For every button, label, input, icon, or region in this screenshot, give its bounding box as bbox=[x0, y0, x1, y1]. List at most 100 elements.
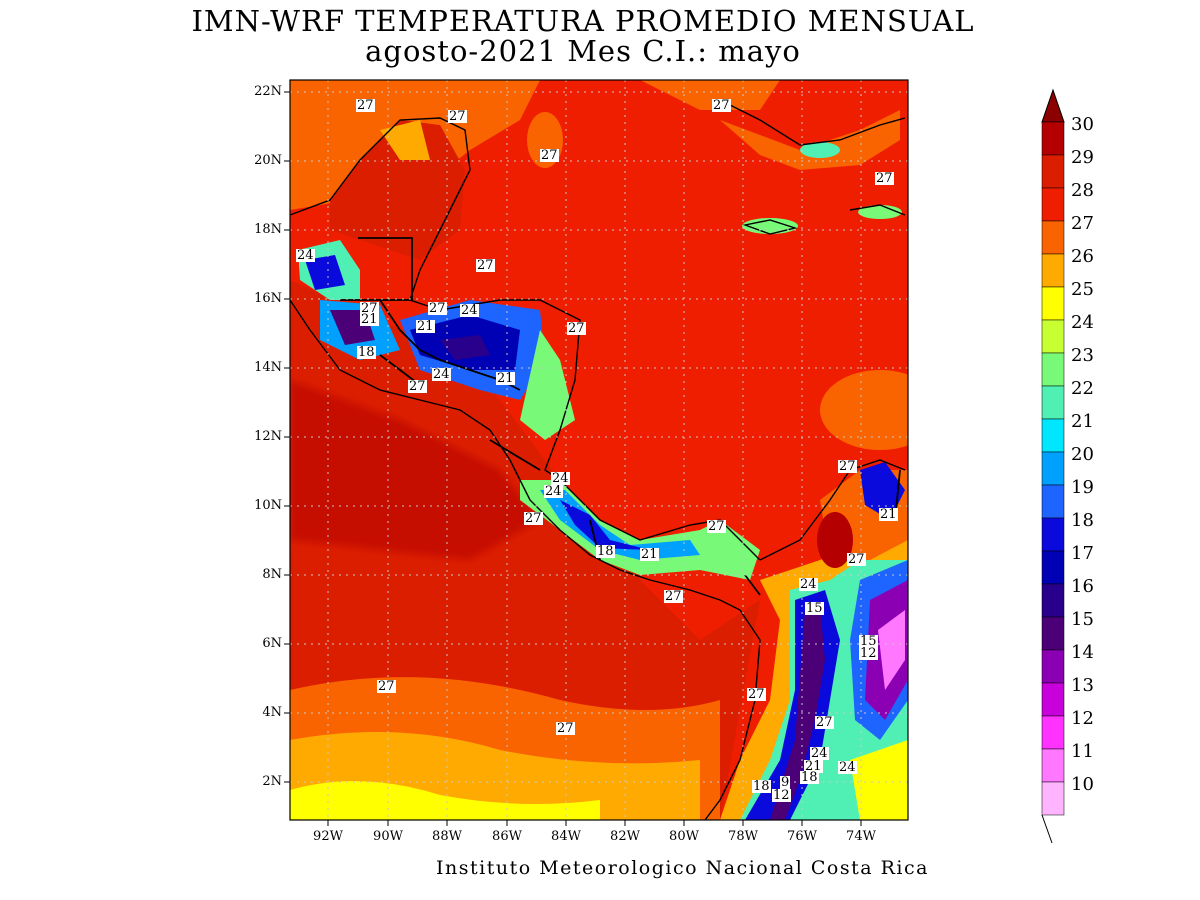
colorbar-label: 23 bbox=[1071, 345, 1094, 366]
colorbar-swatch bbox=[1041, 385, 1065, 420]
colorbar-label: 16 bbox=[1071, 576, 1094, 597]
lat-label: 2N bbox=[262, 774, 282, 789]
colorbar-swatch bbox=[1041, 715, 1065, 750]
lon-label: 76W bbox=[787, 829, 817, 844]
contour-label: 27 bbox=[540, 148, 559, 163]
colorbar-label: 19 bbox=[1071, 477, 1094, 498]
axis-ticks bbox=[284, 91, 862, 826]
contour-label: 24 bbox=[460, 303, 479, 318]
colorbar-swatch bbox=[1041, 682, 1065, 717]
colorbar-underflow-mark bbox=[1041, 814, 1053, 844]
lat-label: 12N bbox=[254, 429, 282, 444]
contour-label: 27 bbox=[556, 721, 575, 736]
map-subtitle: agosto-2021 Mes C.I.: mayo bbox=[365, 34, 801, 68]
lon-label: 84W bbox=[551, 829, 581, 844]
grid-lines bbox=[290, 80, 908, 820]
colorbar-label: 15 bbox=[1071, 609, 1094, 630]
lat-label: 14N bbox=[254, 360, 282, 375]
colorbar-label: 28 bbox=[1071, 180, 1094, 201]
lon-label: 92W bbox=[313, 829, 343, 844]
contour-label: 27 bbox=[408, 379, 427, 394]
lat-label: 6N bbox=[262, 636, 282, 651]
colorbar-swatch bbox=[1041, 187, 1065, 222]
contour-label: 27 bbox=[747, 687, 766, 702]
colorbar-swatch bbox=[1041, 583, 1065, 618]
contour-label: 27 bbox=[707, 519, 726, 534]
contour-label: 27 bbox=[448, 109, 467, 124]
colorbar-swatch bbox=[1041, 550, 1065, 585]
contour-label: 27 bbox=[428, 301, 447, 316]
colorbar-swatch bbox=[1041, 286, 1065, 321]
contour-label: 27 bbox=[377, 679, 396, 694]
lat-label: 10N bbox=[254, 498, 282, 513]
contour-label: 27 bbox=[847, 552, 866, 567]
contour-label: 15 bbox=[859, 634, 878, 649]
lat-label: 20N bbox=[254, 153, 282, 168]
colorbar-swatch bbox=[1041, 748, 1065, 783]
coastlines bbox=[289, 99, 906, 821]
colorbar-label: 21 bbox=[1071, 411, 1094, 432]
temperature-field bbox=[290, 80, 908, 820]
colorbar-label: 18 bbox=[1071, 510, 1094, 531]
contour-label: 18 bbox=[596, 544, 615, 559]
contour-label: 27 bbox=[360, 301, 379, 316]
contour-label: 27 bbox=[476, 258, 495, 273]
lat-label: 4N bbox=[262, 705, 282, 720]
colorbar-label: 20 bbox=[1071, 444, 1094, 465]
colorbar-swatch bbox=[1041, 319, 1065, 354]
lon-label: 78W bbox=[728, 829, 758, 844]
colorbar-swatch bbox=[1041, 781, 1065, 816]
contour-label: 12 bbox=[772, 788, 791, 803]
contour-label: 24 bbox=[551, 471, 570, 486]
contour-label: 9 bbox=[780, 775, 791, 790]
contour-label: 24 bbox=[432, 367, 451, 382]
contour-label: 27 bbox=[712, 98, 731, 113]
colorbar-swatch bbox=[1041, 517, 1065, 552]
map-frame bbox=[289, 79, 909, 821]
colorbar-swatch bbox=[1041, 649, 1065, 684]
colorbar-label: 29 bbox=[1071, 147, 1094, 168]
contour-label: 24 bbox=[296, 248, 315, 263]
colorbar-swatch bbox=[1041, 418, 1065, 453]
colorbar-label: 10 bbox=[1071, 774, 1094, 795]
colorbar-swatch bbox=[1041, 253, 1065, 288]
contour-label: 24 bbox=[838, 760, 857, 775]
lon-label: 82W bbox=[610, 829, 640, 844]
contour-label: 24 bbox=[544, 484, 563, 499]
lat-label: 8N bbox=[262, 567, 282, 582]
contour-label: 24 bbox=[799, 577, 818, 592]
colorbar-label: 24 bbox=[1071, 312, 1094, 333]
colorbar-overflow-swatch bbox=[1041, 88, 1065, 123]
lat-label: 18N bbox=[254, 222, 282, 237]
contour-label: 15 bbox=[805, 601, 824, 616]
colorbar-label: 26 bbox=[1071, 246, 1094, 267]
contour-label: 21 bbox=[640, 547, 659, 562]
colorbar-swatch bbox=[1041, 121, 1065, 156]
lon-label: 80W bbox=[669, 829, 699, 844]
contour-label: 27 bbox=[567, 321, 586, 336]
colorbar-swatch bbox=[1041, 352, 1065, 387]
contour-label: 27 bbox=[875, 171, 894, 186]
contour-label: 24 bbox=[810, 746, 829, 761]
contour-label: 21 bbox=[804, 759, 823, 774]
credit-text: Instituto Meteorologico Nacional Costa R… bbox=[436, 857, 929, 879]
colorbar-label: 14 bbox=[1071, 642, 1094, 663]
colorbar-label: 30 bbox=[1071, 114, 1094, 135]
contour-label: 21 bbox=[360, 312, 379, 327]
contour-label: 27 bbox=[356, 98, 375, 113]
colorbar-swatch bbox=[1041, 484, 1065, 519]
lon-label: 74W bbox=[846, 829, 876, 844]
lat-label: 22N bbox=[254, 84, 282, 99]
colorbar-swatch bbox=[1041, 154, 1065, 189]
contour-label: 27 bbox=[815, 715, 834, 730]
colorbar-label: 27 bbox=[1071, 213, 1094, 234]
contour-label: 12 bbox=[859, 646, 878, 661]
colorbar-label: 17 bbox=[1071, 543, 1094, 564]
map-title: IMN-WRF TEMPERATURA PROMEDIO MENSUAL bbox=[191, 4, 975, 38]
colorbar-swatch bbox=[1041, 451, 1065, 486]
colorbar-label: 25 bbox=[1071, 279, 1094, 300]
contour-label: 27 bbox=[838, 459, 857, 474]
colorbar-label: 13 bbox=[1071, 675, 1094, 696]
contour-label: 21 bbox=[416, 319, 435, 334]
